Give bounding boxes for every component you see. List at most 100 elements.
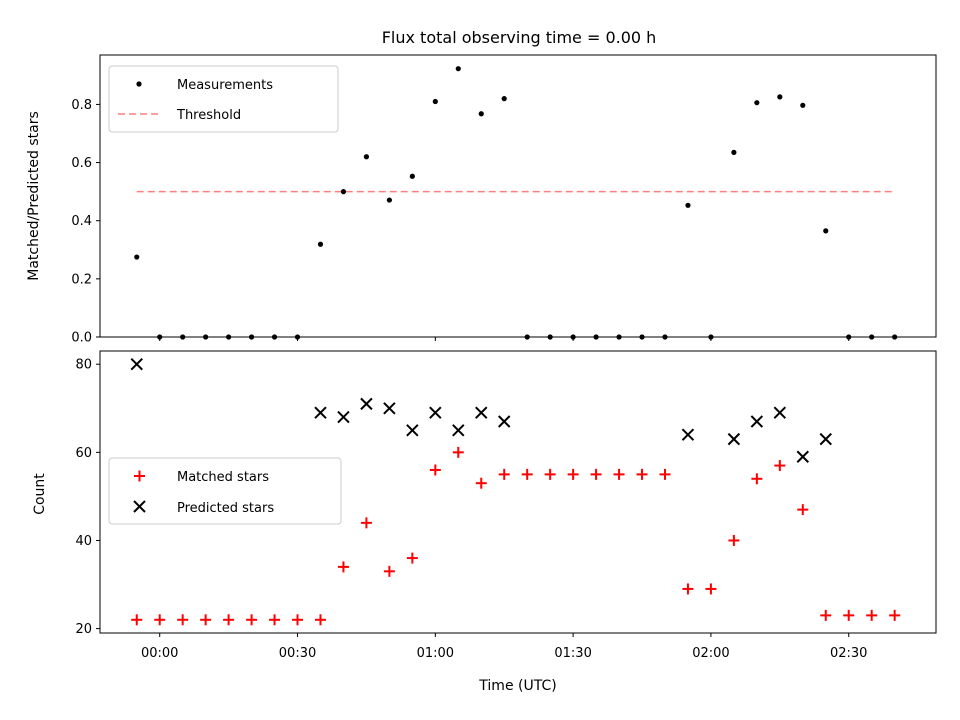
bottom-legend-box bbox=[108, 457, 342, 525]
matched-star-point bbox=[728, 534, 740, 546]
bottom-legend: Matched stars Predicted stars bbox=[108, 457, 342, 525]
predicted-star-point bbox=[130, 358, 143, 371]
bottom-ylabel: Count bbox=[32, 473, 48, 515]
predicted-star-point bbox=[819, 432, 832, 446]
matched-star-point bbox=[475, 477, 487, 489]
top-legend: Measurements Threshold bbox=[108, 65, 339, 133]
matched-star-point bbox=[131, 614, 143, 626]
figure-title: Flux total observing time = 0.00 h bbox=[382, 28, 657, 47]
matched-star-point bbox=[452, 446, 464, 458]
legend-measurements-label: Measurements bbox=[177, 78, 273, 93]
predicted-star-point bbox=[498, 415, 511, 428]
matched-star-point bbox=[866, 609, 878, 621]
legend-measurement-dot-icon bbox=[136, 81, 142, 87]
bottom-ytick-label: 40 bbox=[75, 534, 92, 549]
measurement-point bbox=[432, 98, 438, 105]
measurement-point bbox=[455, 66, 461, 72]
matched-star-point bbox=[843, 609, 855, 621]
matched-star-point bbox=[682, 583, 694, 595]
top-ytick-label: 0.0 bbox=[71, 331, 92, 346]
legend-matched-plus-icon bbox=[134, 470, 145, 482]
legend-predicted-x-icon bbox=[133, 500, 146, 513]
measurement-point bbox=[409, 173, 415, 179]
matched-star-point bbox=[774, 460, 786, 472]
predicted-star-point bbox=[773, 406, 787, 419]
matched-star-point bbox=[246, 614, 258, 626]
predicted-star-point bbox=[475, 406, 488, 419]
matched-star-point bbox=[636, 468, 648, 480]
predicted-star-point bbox=[727, 432, 741, 446]
matched-star-point bbox=[360, 517, 372, 529]
measurement-point bbox=[386, 197, 392, 203]
predicted-star-point bbox=[337, 410, 350, 424]
predicted-star-point bbox=[314, 406, 327, 419]
bottom-xtick-label: 00:00 bbox=[141, 646, 178, 661]
measurement-point bbox=[731, 149, 737, 155]
bottom-xlabel: Time (UTC) bbox=[478, 678, 556, 694]
top-ytick-label: 0.2 bbox=[71, 272, 92, 287]
matched-star-point bbox=[337, 561, 349, 573]
measurement-point bbox=[501, 96, 507, 102]
predicted-star-point bbox=[429, 406, 442, 419]
matched-star-point bbox=[889, 609, 901, 621]
measurement-point bbox=[317, 241, 324, 247]
top-legend-box bbox=[108, 65, 339, 133]
matched-star-point bbox=[820, 609, 832, 621]
predicted-star-point bbox=[681, 428, 695, 441]
predicted-star-point bbox=[406, 424, 419, 437]
top-ytick-label: 0.4 bbox=[71, 214, 92, 229]
measurement-point bbox=[363, 154, 370, 160]
bottom-xtick-label: 02:00 bbox=[692, 646, 729, 661]
bottom-ytick-label: 80 bbox=[75, 358, 92, 373]
bottom-panel: 20 40 60 80 00:00 00:30 01:00 01:30 02:00 02:30 C… bbox=[32, 350, 937, 694]
bottom-ytick-label: 20 bbox=[75, 622, 92, 637]
matched-star-point bbox=[544, 468, 556, 480]
matched-star-point bbox=[200, 614, 212, 626]
measurement-point bbox=[685, 202, 691, 208]
measurement-point bbox=[754, 100, 760, 106]
matched-star-point bbox=[406, 552, 418, 564]
matched-star-point bbox=[567, 468, 579, 480]
predicted-star-point bbox=[796, 450, 809, 463]
bottom-xtick-label: 01:00 bbox=[417, 646, 454, 661]
matched-star-point bbox=[154, 614, 166, 626]
matched-star-point bbox=[429, 464, 441, 476]
matched-star-point bbox=[269, 614, 281, 626]
matched-star-point bbox=[521, 468, 533, 480]
bottom-axes-frame bbox=[99, 350, 937, 634]
legend-predicted-label: Predicted stars bbox=[177, 501, 274, 516]
top-panel: 0.00.20.40.60.8 Matched/Predicted stars … bbox=[26, 54, 937, 346]
top-plot-area: 0.0 0.2 0.4 0.6 0.8 bbox=[71, 66, 898, 346]
top-ylabel: Matched/Predicted stars bbox=[26, 111, 42, 281]
measurement-point bbox=[800, 102, 806, 108]
top-ytick-label: 0.6 bbox=[71, 156, 92, 171]
measurement-point bbox=[134, 254, 140, 260]
legend-threshold-label: Threshold bbox=[176, 108, 241, 123]
measurement-point bbox=[340, 189, 347, 195]
bottom-xtick-label: 00:30 bbox=[279, 646, 316, 661]
matched-star-point bbox=[659, 468, 671, 480]
top-axes-frame bbox=[99, 54, 937, 338]
predicted-star-point bbox=[360, 397, 373, 411]
matched-star-point bbox=[314, 614, 326, 626]
measurement-point bbox=[478, 111, 484, 117]
bottom-ytick-label: 60 bbox=[75, 446, 92, 461]
predicted-star-point bbox=[383, 402, 396, 415]
matched-star-point bbox=[751, 473, 763, 485]
top-ytick-label: 0.8 bbox=[71, 98, 92, 113]
matched-star-point bbox=[223, 614, 235, 626]
predicted-star-point bbox=[452, 424, 465, 437]
bottom-xtick-label: 01:30 bbox=[554, 646, 591, 661]
predicted-star-point bbox=[750, 415, 764, 428]
bottom-xtick-label: 02:30 bbox=[830, 646, 867, 661]
measurement-point bbox=[777, 94, 783, 100]
legend-matched-label: Matched stars bbox=[177, 470, 269, 485]
matched-star-point bbox=[590, 468, 602, 480]
measurement-point bbox=[823, 228, 829, 234]
matched-star-point bbox=[797, 504, 809, 516]
bottom-plot-area: 20 40 60 80 00:00 00:30 01:00 01:30 02:00 02:30 bbox=[75, 358, 901, 661]
matched-star-point bbox=[613, 468, 625, 480]
matched-star-point bbox=[177, 614, 189, 626]
matched-star-point bbox=[498, 468, 510, 480]
matched-star-point bbox=[705, 583, 717, 595]
